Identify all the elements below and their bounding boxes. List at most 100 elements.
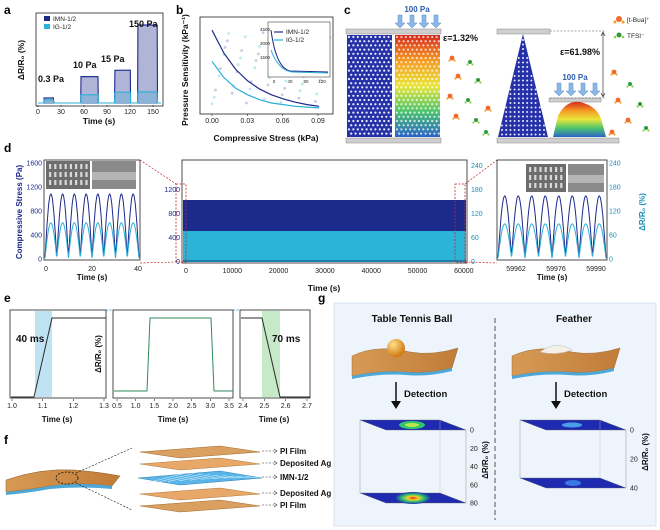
pore [363,107,366,110]
pore [380,124,384,127]
pillar [49,180,52,185]
pore [522,111,524,113]
layer-pi-bottom [139,499,261,513]
pore [538,133,541,136]
pore [422,94,425,97]
pore [402,56,405,60]
layer-arrow [273,448,278,454]
panel-a-legend-ig: IG-1/2 [53,24,71,31]
pore [380,82,384,85]
fall-curve [241,317,310,398]
pore [361,128,364,131]
pore [406,40,410,43]
pore [378,128,381,131]
scatter-point [253,66,257,70]
pore [380,115,384,118]
pore [402,65,405,68]
pore [411,107,414,110]
pore [428,132,432,135]
pore [433,90,436,93]
pore [534,106,537,109]
scatter-point [236,63,240,66]
pore [530,111,533,113]
pore [422,111,425,114]
annotation-15pa: 15 Pa [101,54,126,64]
pore [513,124,516,127]
layer-label: PI Film [280,501,306,510]
pore [513,97,516,100]
ion-atom [471,63,474,66]
e-m-tick-label: 0.5 [112,403,122,410]
step-bar [137,24,158,104]
pore [372,98,375,102]
pore [372,90,375,93]
pore [522,70,524,73]
pore [426,61,429,64]
pore [347,103,351,106]
pore [428,90,432,93]
pore [517,120,520,122]
pillar [80,180,83,185]
panel-d: d Compressive Stress (Pa) 16001200800400… [4,141,647,293]
pore [415,82,418,85]
pore [415,73,418,76]
pore [406,48,410,51]
pore [526,75,529,77]
pore [350,90,353,93]
g-lz-tick-label: 0 [470,428,474,435]
pore [387,103,390,106]
scatter-point [257,52,260,56]
pore [387,128,390,131]
pillar [534,183,537,188]
pore [513,102,516,104]
annotation-150pa: 150 Pa [129,19,159,29]
pore [509,102,512,104]
pore [435,94,438,97]
pore [374,77,377,81]
pore [420,56,423,60]
plate-bottom-right [496,137,620,144]
mesh-line [211,475,235,480]
cation [447,93,453,99]
pore [505,106,508,109]
pore [433,65,436,68]
panel-d-ylabel-right: ΔR/R₀ (%) [638,193,647,231]
stress-heatmap-pores [395,35,440,135]
panel-a-ylabel: ΔR/R₀ (%) [16,40,26,80]
pore [517,129,520,131]
pore [538,120,541,122]
pore [369,77,373,81]
panel-d-label: d [4,141,11,155]
e-m-tick-label: 1.0 [131,403,141,410]
pillar [69,180,72,185]
g-rz-tick-label: 40 [630,486,638,493]
d-mid-rtick: 240 [471,163,483,170]
pore [433,82,436,85]
pore [395,69,399,72]
panel-d-left-plot [44,193,140,259]
pore [395,86,399,89]
pore [526,70,529,73]
pore [424,40,427,43]
d-left-xlabel: Time (s) [77,273,108,282]
pore [420,65,423,68]
a-x-tick-label: 60 [80,109,88,116]
pore [352,119,355,123]
fit-curve-imn-1/2 [211,29,320,107]
panel-d-mid-axes [181,159,468,264]
pore [415,124,418,127]
pore [411,56,414,60]
ion-atom [629,121,632,124]
sensor-film [5,469,121,493]
pore [513,115,516,118]
inset-ytick: 1500 [260,55,271,60]
pore [424,132,427,135]
pore [513,79,516,82]
pore [361,119,364,123]
pore [509,129,512,131]
panel-e-right-axes [239,309,311,399]
pore [406,132,410,135]
pore [505,111,508,113]
pore [398,98,401,102]
pore [526,129,529,131]
